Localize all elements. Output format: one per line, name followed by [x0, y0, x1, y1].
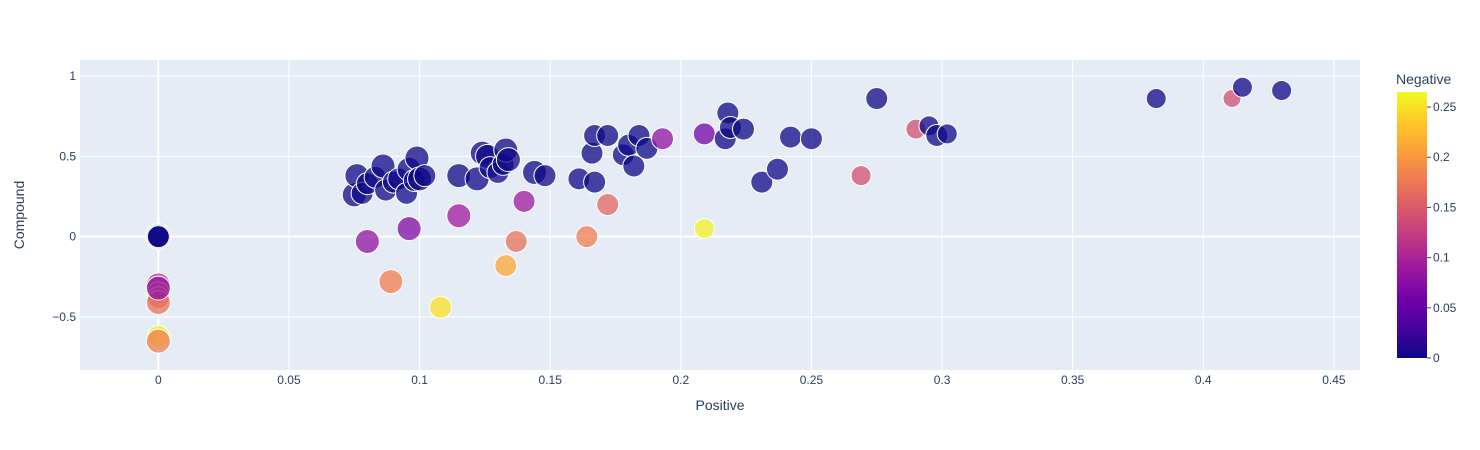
y-tick-label: 0	[69, 230, 76, 244]
scatter-point	[354, 229, 380, 255]
colorbar-title: Negative	[1396, 71, 1451, 87]
scatter-point	[765, 157, 789, 181]
scatter-point	[575, 225, 599, 249]
colorbar-tick-label: 0.15	[1433, 200, 1457, 214]
colorbar-gradient	[1397, 92, 1427, 358]
scatter-point	[865, 87, 889, 111]
y-tick-label: 0.5	[59, 149, 76, 163]
scatter-point	[936, 123, 958, 145]
x-axis-ticks: 0 0.05 0.1 0.15 0.2 0.25 0.3 0.35 0.4 0.45	[155, 373, 1346, 387]
x-axis-title: Positive	[695, 397, 744, 413]
zero-lines	[80, 60, 1360, 370]
colorbar-tick-label: 0.25	[1433, 100, 1457, 114]
scatter-point	[533, 164, 557, 188]
scatter-point	[750, 170, 774, 194]
gridlines	[80, 60, 1360, 370]
y-tick-label: −0.5	[52, 310, 76, 324]
data-points	[144, 76, 1293, 354]
scatter-point	[583, 170, 607, 194]
scatter-point	[145, 275, 171, 301]
colorbar-tick-label: 0.05	[1433, 301, 1457, 315]
scatter-point	[596, 193, 620, 217]
scatter-point	[504, 230, 528, 254]
colorbar-tick-label: 0.1	[1433, 251, 1450, 265]
y-axis-title: Compound	[11, 181, 27, 250]
x-tick-label: 0.15	[539, 373, 563, 387]
colorbar-tick-label: 0.2	[1433, 150, 1450, 164]
scatter-point	[378, 269, 404, 295]
x-tick-label: 0.05	[277, 373, 301, 387]
scatter-point	[732, 117, 756, 141]
scatter-point	[1231, 76, 1253, 98]
scatter-point	[692, 122, 716, 146]
scatter-point	[1145, 88, 1167, 110]
scatter-point	[779, 125, 803, 149]
x-tick-label: 0.35	[1061, 373, 1085, 387]
scatter-point	[494, 254, 518, 278]
scatter-point	[428, 295, 452, 319]
x-tick-label: 0	[155, 373, 162, 387]
scatter-point	[622, 154, 646, 178]
x-tick-label: 0.1	[411, 373, 428, 387]
colorbar-ticks: 0 0.05 0.1 0.15 0.2 0.25	[1427, 100, 1457, 365]
scatter-point	[651, 127, 675, 151]
scatter-point	[799, 127, 823, 151]
scatter-point	[446, 203, 472, 229]
scatter-point	[512, 189, 536, 213]
x-tick-label: 0.25	[800, 373, 824, 387]
x-tick-label: 0.4	[1195, 373, 1212, 387]
x-tick-label: 0.45	[1322, 373, 1346, 387]
x-tick-label: 0.2	[672, 373, 689, 387]
colorbar: Negative 0 0.05 0.1 0.15 0.2 0.25	[1396, 71, 1457, 365]
scatter-point	[693, 218, 715, 240]
scatter-point	[396, 216, 422, 242]
scatter-point	[495, 147, 521, 173]
x-tick-label: 0.3	[934, 373, 951, 387]
scatter-point	[413, 164, 437, 188]
scatter-point	[146, 225, 170, 249]
y-tick-label: 1	[69, 69, 76, 83]
y-axis-ticks: −0.5 0 0.5 1	[52, 69, 76, 324]
scatter-point	[145, 328, 171, 354]
scatter-point	[1271, 80, 1293, 102]
colorbar-tick-label: 0	[1433, 351, 1440, 365]
scatter-point	[596, 123, 620, 147]
scatter-point	[850, 165, 872, 187]
